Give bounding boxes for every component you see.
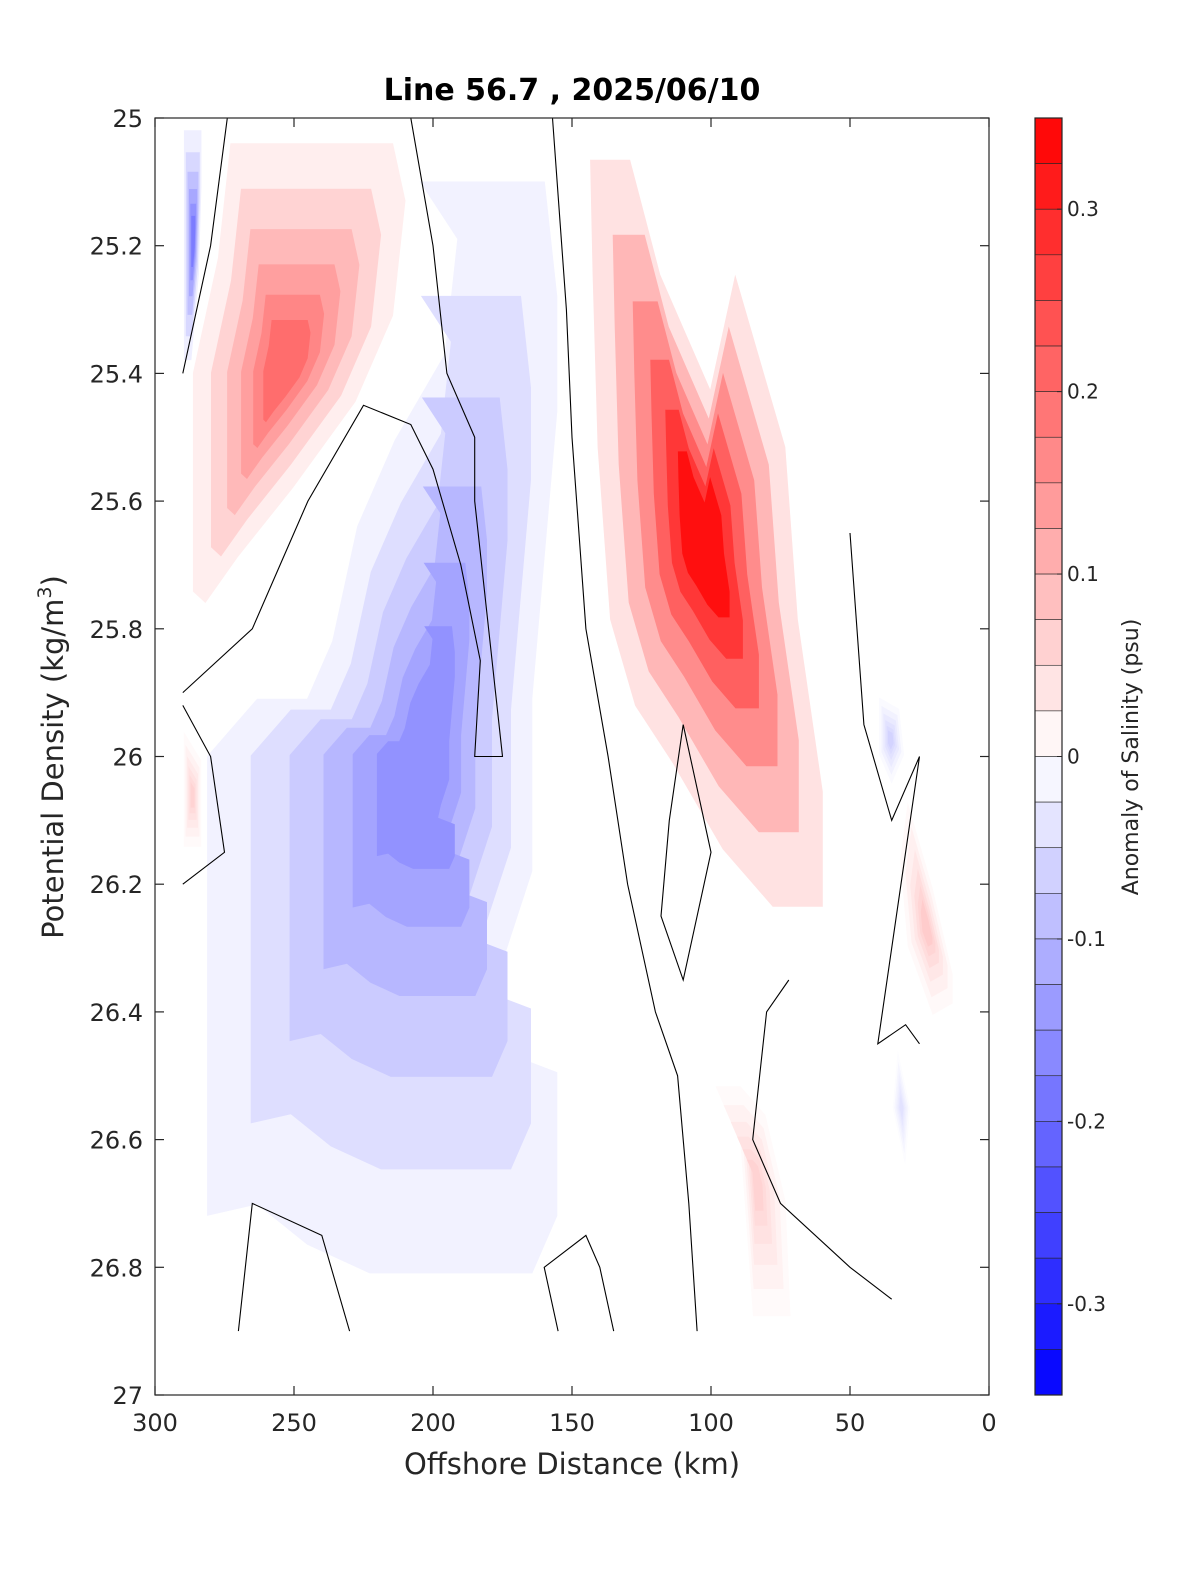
colorbar-step (1034, 893, 1063, 940)
anomaly-region-4-band-5 (920, 899, 933, 947)
y-tick-label: 25.8 (90, 616, 143, 644)
anomaly-region-1-band-5 (263, 320, 311, 423)
x-tick-label: 200 (410, 1409, 456, 1437)
colorbar-ticks: 0.3 0.2 0.1 0 -0.1 -0.2 -0.3 (1057, 197, 1106, 1316)
zero-anomaly-contour-lines (182, 118, 921, 1332)
x-tick-label: 100 (688, 1409, 734, 1437)
x-tick-label: 250 (271, 1409, 317, 1437)
y-axis-label-superscript: 3 (34, 586, 56, 598)
colorbar-step (1034, 482, 1063, 529)
colorbar-step (1034, 163, 1063, 210)
x-axis-label: Offshore Distance (km) (404, 1447, 740, 1481)
chart-title: Line 56.7 , 2025/06/10 (384, 73, 761, 108)
x-tick-label: 50 (835, 1409, 866, 1437)
colorbar-tick-label: 0.3 (1067, 197, 1099, 221)
anomaly-region-5-band-5 (746, 1159, 764, 1211)
colorbar-label: Anomaly of Salinity (psu) (1119, 619, 1144, 896)
zero-contour-line-0 (182, 118, 228, 374)
colorbar-tick-label: 0.1 (1067, 562, 1099, 586)
zero-contour-line-8 (237, 1202, 351, 1332)
y-tick-label: 26 (112, 744, 143, 772)
anomaly-filled-contours (183, 130, 953, 1317)
colorbar-step (1034, 254, 1063, 301)
anomaly-region-3-band-5 (677, 451, 730, 618)
y-tick-label: 26.8 (90, 1254, 143, 1282)
y-tick-label: 25.4 (90, 360, 143, 388)
colorbar-tick-label: 0 (1067, 745, 1080, 769)
colorbar-tick-label: -0.2 (1067, 1109, 1106, 1133)
colorbar-step (1034, 801, 1063, 849)
colorbar-step (1034, 1075, 1063, 1122)
colorbar-step (1034, 619, 1063, 666)
y-tick-label: 26.6 (90, 1127, 143, 1155)
y-axis-label-main: Potential Density (kg/m (36, 599, 70, 939)
zero-contour-line-5 (543, 1234, 615, 1332)
colorbar-step (1034, 756, 1063, 803)
colorbar-tick-label: -0.3 (1067, 1292, 1106, 1316)
colorbar-step (1034, 1121, 1063, 1168)
colorbar-step (1034, 1303, 1063, 1350)
anomaly-region-0-band-5 (191, 215, 196, 267)
anomaly-region-6-band-5 (190, 782, 195, 808)
colorbar-step (1034, 391, 1063, 438)
colorbar-step (1034, 664, 1063, 712)
colorbar-step (1034, 938, 1063, 985)
zero-contour-line-2 (182, 705, 226, 885)
y-tick-label: 26.2 (90, 871, 143, 899)
zero-contour-line-4 (660, 724, 712, 983)
colorbar-tick-label: 0.2 (1067, 380, 1099, 404)
anomaly-region-2-band-5 (376, 626, 455, 869)
zero-contour-line-1 (182, 118, 504, 758)
colorbar-step (1034, 1349, 1063, 1396)
y-tick-label: 26.4 (90, 999, 143, 1027)
zero-contour-line-3 (551, 118, 698, 1332)
colorbar-step (1034, 345, 1063, 392)
colorbar-step (1034, 528, 1063, 575)
x-axis-ticks: 300 250 200 150 100 50 0 (132, 118, 997, 1437)
colorbar-step (1034, 847, 1063, 894)
y-tick-label: 25.6 (90, 488, 143, 516)
y-tick-label: 25 (112, 105, 143, 133)
anomaly-region-8-band-5 (899, 1094, 904, 1121)
y-axis-label-close: ) (36, 575, 70, 586)
zero-contour-line-7 (849, 532, 921, 1045)
y-axis-label: Potential Density (kg/m3) (34, 575, 70, 939)
y-tick-label: 27 (112, 1382, 143, 1410)
colorbar-step (1034, 1257, 1063, 1305)
colorbar-step (1034, 573, 1063, 620)
colorbar (1034, 117, 1063, 1396)
x-tick-label: 300 (132, 1409, 178, 1437)
y-tick-label: 25.2 (90, 233, 143, 261)
x-tick-label: 150 (549, 1409, 595, 1437)
colorbar-step (1034, 436, 1063, 484)
colorbar-step (1034, 1212, 1063, 1259)
colorbar-step (1034, 117, 1063, 164)
colorbar-tick-label: -0.1 (1067, 927, 1106, 951)
colorbar-step (1034, 984, 1063, 1031)
anomaly-region-7-band-5 (888, 730, 894, 750)
zero-contour-line-6 (752, 979, 893, 1300)
x-tick-label: 0 (981, 1409, 996, 1437)
colorbar-step (1034, 1166, 1063, 1213)
colorbar-step (1034, 1029, 1063, 1077)
colorbar-step (1034, 208, 1063, 256)
y-axis-ticks: 25 25.2 25.4 25.6 25.8 26 26.2 26.4 26.6 26.8 27 (90, 105, 989, 1410)
colorbar-step (1034, 300, 1063, 347)
colorbar-step (1034, 710, 1063, 757)
